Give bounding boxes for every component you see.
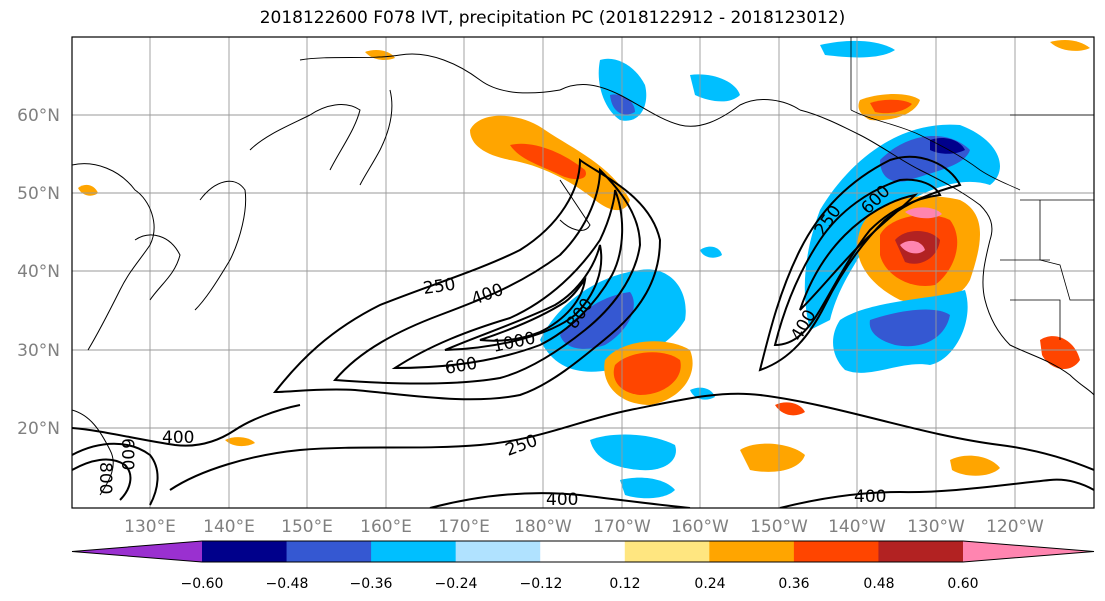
colorbar-extend-max	[963, 541, 1094, 562]
colorbar-segment	[878, 541, 964, 562]
colorbar-tick-label: 0.12	[609, 576, 640, 592]
contour-250-e	[758, 155, 962, 372]
shade-pink-ca2	[900, 240, 925, 254]
colorbar-ticks: −0.60 −0.48 −0.36 −0.24 −0.12 0.12 0.24 …	[181, 576, 979, 592]
shade-royal-ak	[610, 94, 635, 115]
lon-label: 150°W	[750, 517, 808, 537]
colorbar-tick-label: −0.60	[181, 576, 224, 592]
lon-label: 160°E	[360, 517, 412, 537]
contour-250-s	[169, 392, 1094, 491]
borders	[850, 37, 1094, 340]
lon-label: 180°W	[514, 517, 572, 537]
colorbar-tick-label: −0.36	[350, 576, 393, 592]
contour-600-e	[799, 193, 919, 311]
shade-royal-sw	[869, 309, 950, 347]
shade-red-bering	[510, 143, 586, 180]
contour-400-sw	[72, 404, 301, 447]
lon-label: 150°E	[281, 517, 333, 537]
colorbar-extend-min	[72, 541, 202, 562]
contour-label: 600	[117, 438, 137, 470]
colorbar-segment	[540, 541, 626, 562]
shade-orange-sm1	[740, 443, 805, 472]
contour-1000-w	[479, 277, 587, 342]
contour-label: 800	[95, 462, 115, 494]
shade-orange-sm5	[365, 50, 395, 60]
contour-400-w	[332, 167, 642, 385]
colorbar-tick-label: 0.24	[694, 576, 725, 592]
lon-label: 140°E	[203, 517, 255, 537]
ivt-contours	[72, 155, 1094, 508]
lat-label: 20°N	[17, 419, 60, 439]
colorbar-segment	[793, 541, 879, 562]
precip-shading	[78, 40, 1090, 499]
contour-600-w	[391, 189, 624, 370]
colorbar-tick-label: −0.24	[435, 576, 478, 592]
lat-labels: 60°N 50°N 40°N 30°N 20°N	[17, 106, 60, 439]
lon-label: 140°W	[828, 517, 886, 537]
map-frame	[71, 36, 1095, 509]
contour-800-sw	[72, 458, 132, 501]
lat-label: 30°N	[17, 341, 60, 361]
shade-orange-sm4	[1040, 336, 1080, 370]
contour-400-se	[779, 478, 1094, 508]
lon-label: 160°W	[671, 517, 729, 537]
lon-label: 120°W	[986, 517, 1044, 537]
contour-label: 400	[854, 487, 886, 507]
colorbar-segment	[455, 541, 541, 562]
lat-label: 50°N	[17, 184, 60, 204]
colorbar-segment	[709, 541, 795, 562]
shade-orange-sm8	[1050, 40, 1090, 51]
shade-pink-ca	[905, 207, 942, 219]
shade-red-st	[613, 352, 681, 395]
colorbar-tick-label: 0.60	[947, 576, 978, 592]
shade-darkblue-ne	[930, 138, 965, 154]
shade-red-ak	[870, 99, 912, 114]
shade-blue-ak	[598, 58, 647, 121]
contour-400-e	[773, 178, 942, 347]
colorbar-segment	[624, 541, 710, 562]
lat-label: 40°N	[17, 262, 60, 282]
shade-blue-south2	[620, 477, 675, 499]
colorbar-outline	[71, 540, 1095, 563]
contour-600-sw	[72, 442, 159, 506]
colorbar-segment	[286, 541, 372, 562]
lon-label: 130°W	[907, 517, 965, 537]
contour-label: 400	[162, 428, 194, 448]
graticule	[72, 37, 1094, 508]
colorbar-segment	[371, 541, 457, 562]
shade-blue-top	[820, 40, 895, 58]
contour-label: 400	[546, 490, 578, 510]
colorbar-tick-label: −0.12	[520, 576, 563, 592]
lon-label: 170°W	[593, 517, 651, 537]
shade-orange-sm3	[950, 455, 1000, 476]
colorbar-tick-label: 0.36	[778, 576, 809, 592]
lon-labels: 130°E 140°E 150°E 160°E 170°E 180°W 170°…	[124, 517, 1044, 537]
colorbar-segment	[202, 541, 288, 562]
lon-label: 170°E	[438, 517, 490, 537]
contour-400-s	[429, 492, 691, 508]
shade-blue-ak2	[690, 74, 740, 102]
shade-orange-sm2	[775, 402, 805, 416]
shade-orange-sm7	[225, 437, 255, 447]
shade-blue-south	[590, 434, 676, 471]
colorbar-tick-label: −0.48	[266, 576, 309, 592]
lon-label: 130°E	[124, 517, 176, 537]
contour-800-w	[444, 244, 603, 351]
shade-blue-ne	[804, 124, 1000, 331]
shade-blue-sm1	[700, 246, 722, 258]
colorbar-tick-label: 0.48	[863, 576, 894, 592]
contour-label: 250	[422, 275, 457, 299]
colorbar	[71, 540, 1095, 563]
contour-250-w	[272, 158, 662, 401]
coastlines	[72, 53, 1094, 496]
lat-label: 60°N	[17, 106, 60, 126]
chart-title: 2018122600 F078 IVT, precipitation PC (2…	[259, 8, 846, 28]
